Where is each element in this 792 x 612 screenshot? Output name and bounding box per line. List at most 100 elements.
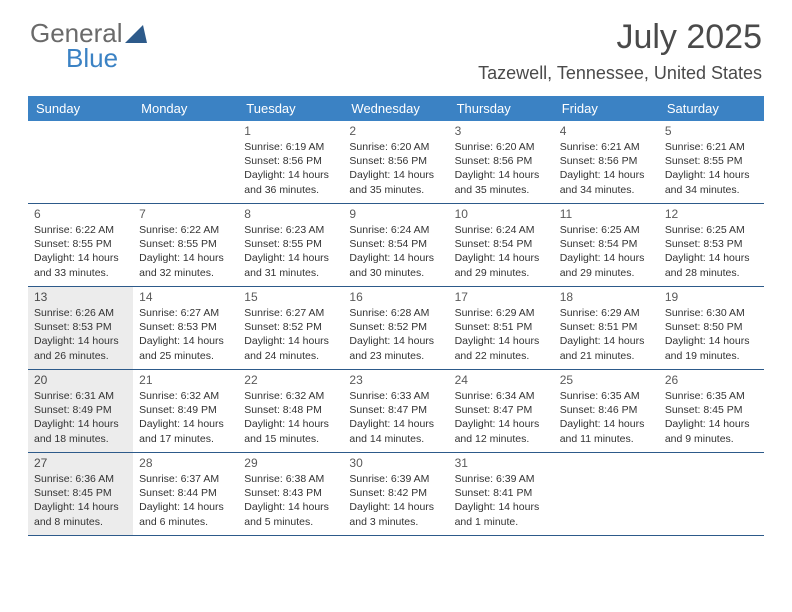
sunrise-text: Sunrise: 6:21 AM — [665, 140, 758, 154]
day-number: 5 — [665, 124, 758, 138]
day-number: 26 — [665, 373, 758, 387]
sunrise-text: Sunrise: 6:20 AM — [349, 140, 442, 154]
location-text: Tazewell, Tennessee, United States — [478, 63, 762, 84]
day-number: 8 — [244, 207, 337, 221]
day-number: 9 — [349, 207, 442, 221]
calendar-cell: 2 Sunrise: 6:20 AMSunset: 8:56 PMDaylight… — [343, 121, 448, 203]
day-info: Sunrise: 6:24 AMSunset: 8:54 PMDaylight:… — [455, 223, 548, 280]
day-number: 7 — [139, 207, 232, 221]
calendar-cell — [133, 121, 238, 203]
calendar-cell — [28, 121, 133, 203]
sunset-text: Sunset: 8:55 PM — [34, 237, 127, 251]
day-info: Sunrise: 6:39 AMSunset: 8:42 PMDaylight:… — [349, 472, 442, 529]
calendar-cell: 9 Sunrise: 6:24 AMSunset: 8:54 PMDaylight… — [343, 204, 448, 286]
calendar-cell: 13Sunrise: 6:26 AMSunset: 8:53 PMDayligh… — [28, 287, 133, 369]
dayhead-wed: Wednesday — [343, 96, 448, 121]
day-number: 1 — [244, 124, 337, 138]
day-info: Sunrise: 6:34 AMSunset: 8:47 PMDaylight:… — [455, 389, 548, 446]
calendar-cell: 23Sunrise: 6:33 AMSunset: 8:47 PMDayligh… — [343, 370, 448, 452]
day-number: 21 — [139, 373, 232, 387]
daylight-text: Daylight: 14 hours and 15 minutes. — [244, 417, 337, 445]
calendar-cell: 7Sunrise: 6:22 AMSunset: 8:55 PMDaylight… — [133, 204, 238, 286]
day-info: Sunrise: 6:39 AMSunset: 8:41 PMDaylight:… — [455, 472, 548, 529]
calendar-week: 20 Sunrise: 6:31 AMSunset: 8:49 PMDayligh… — [28, 370, 764, 453]
sunrise-text: Sunrise: 6:24 AM — [455, 223, 548, 237]
day-number: 15 — [244, 290, 337, 304]
sunset-text: Sunset: 8:56 PM — [560, 154, 653, 168]
calendar-week: 6Sunrise: 6:22 AMSunset: 8:55 PMDaylight… — [28, 204, 764, 287]
day-number: 22 — [244, 373, 337, 387]
daylight-text: Daylight: 14 hours and 34 minutes. — [560, 168, 653, 196]
daylight-text: Daylight: 14 hours and 18 minutes. — [34, 417, 127, 445]
calendar-cell: 1 Sunrise: 6:19 AMSunset: 8:56 PMDaylight… — [238, 121, 343, 203]
sunset-text: Sunset: 8:53 PM — [34, 320, 127, 334]
sunrise-text: Sunrise: 6:21 AM — [560, 140, 653, 154]
day-info: Sunrise: 6:27 AMSunset: 8:53 PMDaylight:… — [139, 306, 232, 363]
day-info: Sunrise: 6:31 AMSunset: 8:49 PMDaylight:… — [34, 389, 127, 446]
calendar-cell: 26 Sunrise: 6:35 AMSunset: 8:45 PMDayligh… — [659, 370, 764, 452]
sunset-text: Sunset: 8:49 PM — [34, 403, 127, 417]
daylight-text: Daylight: 14 hours and 32 minutes. — [139, 251, 232, 279]
sunset-text: Sunset: 8:56 PM — [455, 154, 548, 168]
daylight-text: Daylight: 14 hours and 35 minutes. — [349, 168, 442, 196]
day-info: Sunrise: 6:28 AMSunset: 8:52 PMDaylight:… — [349, 306, 442, 363]
calendar-cell: 27Sunrise: 6:36 AMSunset: 8:45 PMDayligh… — [28, 453, 133, 535]
sunset-text: Sunset: 8:42 PM — [349, 486, 442, 500]
calendar-cell — [659, 453, 764, 535]
daylight-text: Daylight: 14 hours and 30 minutes. — [349, 251, 442, 279]
day-info: Sunrise: 6:29 AMSunset: 8:51 PMDaylight:… — [560, 306, 653, 363]
calendar-cell: 18Sunrise: 6:29 AMSunset: 8:51 PMDayligh… — [554, 287, 659, 369]
calendar-week: 13Sunrise: 6:26 AMSunset: 8:53 PMDayligh… — [28, 287, 764, 370]
calendar-cell: 10Sunrise: 6:24 AMSunset: 8:54 PMDayligh… — [449, 204, 554, 286]
calendar-cell: 17Sunrise: 6:29 AMSunset: 8:51 PMDayligh… — [449, 287, 554, 369]
day-number: 30 — [349, 456, 442, 470]
sunset-text: Sunset: 8:52 PM — [349, 320, 442, 334]
calendar: Sunday Monday Tuesday Wednesday Thursday… — [28, 96, 764, 536]
day-info: Sunrise: 6:33 AMSunset: 8:47 PMDaylight:… — [349, 389, 442, 446]
daylight-text: Daylight: 14 hours and 6 minutes. — [139, 500, 232, 528]
calendar-cell: 3Sunrise: 6:20 AMSunset: 8:56 PMDaylight… — [449, 121, 554, 203]
day-info: Sunrise: 6:24 AMSunset: 8:54 PMDaylight:… — [349, 223, 442, 280]
calendar-cell: 11Sunrise: 6:25 AMSunset: 8:54 PMDayligh… — [554, 204, 659, 286]
sunset-text: Sunset: 8:56 PM — [244, 154, 337, 168]
sunrise-text: Sunrise: 6:26 AM — [34, 306, 127, 320]
day-info: Sunrise: 6:29 AMSunset: 8:51 PMDaylight:… — [455, 306, 548, 363]
dayhead-sun: Sunday — [28, 96, 133, 121]
sunset-text: Sunset: 8:55 PM — [665, 154, 758, 168]
sunrise-text: Sunrise: 6:35 AM — [665, 389, 758, 403]
sunset-text: Sunset: 8:41 PM — [455, 486, 548, 500]
sunrise-text: Sunrise: 6:19 AM — [244, 140, 337, 154]
calendar-cell: 4 Sunrise: 6:21 AMSunset: 8:56 PMDaylight… — [554, 121, 659, 203]
sunset-text: Sunset: 8:55 PM — [244, 237, 337, 251]
dayhead-fri: Friday — [554, 96, 659, 121]
calendar-cell: 5 Sunrise: 6:21 AMSunset: 8:55 PMDaylight… — [659, 121, 764, 203]
daylight-text: Daylight: 14 hours and 1 minute. — [455, 500, 548, 528]
day-info: Sunrise: 6:20 AMSunset: 8:56 PMDaylight:… — [349, 140, 442, 197]
calendar-cell: 22Sunrise: 6:32 AMSunset: 8:48 PMDayligh… — [238, 370, 343, 452]
sunrise-text: Sunrise: 6:32 AM — [244, 389, 337, 403]
day-info: Sunrise: 6:30 AMSunset: 8:50 PMDaylight:… — [665, 306, 758, 363]
calendar-cell — [554, 453, 659, 535]
day-info: Sunrise: 6:23 AMSunset: 8:55 PMDaylight:… — [244, 223, 337, 280]
sunset-text: Sunset: 8:45 PM — [665, 403, 758, 417]
day-number: 20 — [34, 373, 127, 387]
calendar-cell: 25Sunrise: 6:35 AMSunset: 8:46 PMDayligh… — [554, 370, 659, 452]
sunset-text: Sunset: 8:51 PM — [560, 320, 653, 334]
calendar-cell: 19Sunrise: 6:30 AMSunset: 8:50 PMDayligh… — [659, 287, 764, 369]
sunrise-text: Sunrise: 6:22 AM — [139, 223, 232, 237]
daylight-text: Daylight: 14 hours and 9 minutes. — [665, 417, 758, 445]
day-number: 4 — [560, 124, 653, 138]
day-info: Sunrise: 6:21 AMSunset: 8:55 PMDaylight:… — [665, 140, 758, 197]
day-info: Sunrise: 6:27 AMSunset: 8:52 PMDaylight:… — [244, 306, 337, 363]
day-info: Sunrise: 6:21 AMSunset: 8:56 PMDaylight:… — [560, 140, 653, 197]
day-info: Sunrise: 6:25 AMSunset: 8:53 PMDaylight:… — [665, 223, 758, 280]
day-info: Sunrise: 6:19 AMSunset: 8:56 PMDaylight:… — [244, 140, 337, 197]
sunset-text: Sunset: 8:47 PM — [455, 403, 548, 417]
day-info: Sunrise: 6:35 AMSunset: 8:45 PMDaylight:… — [665, 389, 758, 446]
calendar-cell: 31Sunrise: 6:39 AMSunset: 8:41 PMDayligh… — [449, 453, 554, 535]
sunrise-text: Sunrise: 6:25 AM — [665, 223, 758, 237]
daylight-text: Daylight: 14 hours and 17 minutes. — [139, 417, 232, 445]
day-number: 13 — [34, 290, 127, 304]
calendar-cell: 24Sunrise: 6:34 AMSunset: 8:47 PMDayligh… — [449, 370, 554, 452]
day-number: 2 — [349, 124, 442, 138]
